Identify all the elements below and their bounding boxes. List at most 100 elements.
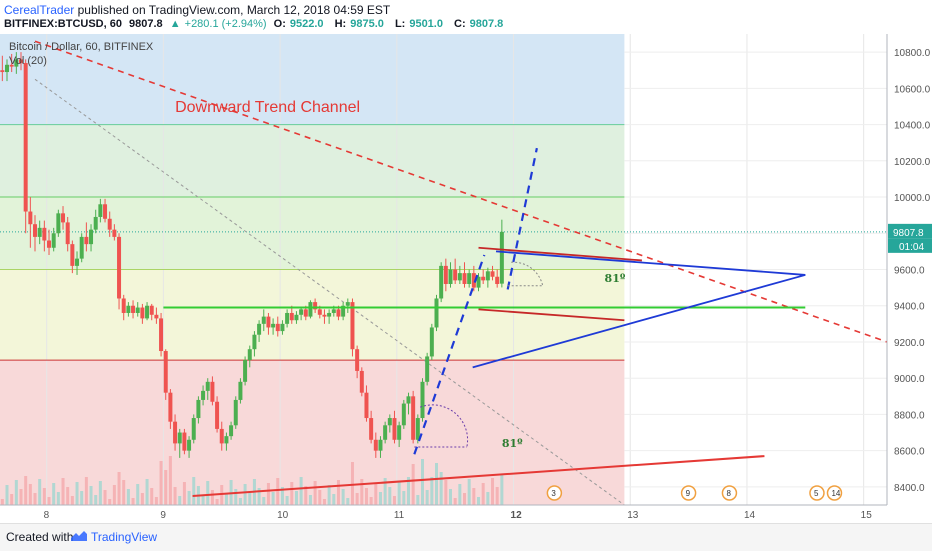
candle-body[interactable] bbox=[271, 323, 276, 328]
candle-body[interactable] bbox=[257, 323, 262, 335]
candle-body[interactable] bbox=[294, 314, 299, 321]
candle-body[interactable] bbox=[439, 265, 444, 299]
candle-body[interactable] bbox=[56, 213, 61, 234]
candle-body[interactable] bbox=[462, 273, 467, 284]
triangle-upper-red-line[interactable] bbox=[478, 246, 642, 262]
candle-body[interactable] bbox=[61, 213, 66, 223]
candle-body[interactable] bbox=[289, 312, 294, 321]
candle-body[interactable] bbox=[369, 418, 374, 440]
author-link[interactable]: CerealTrader bbox=[4, 3, 75, 17]
candle-body[interactable] bbox=[252, 334, 257, 350]
economic-event-icon[interactable] bbox=[680, 485, 697, 501]
candle-body[interactable] bbox=[33, 224, 38, 237]
candle-body[interactable] bbox=[14, 59, 19, 67]
candle-body[interactable] bbox=[495, 276, 500, 284]
economic-event-icon[interactable] bbox=[809, 485, 825, 501]
candle-body[interactable] bbox=[103, 204, 108, 219]
candle-body[interactable] bbox=[140, 307, 145, 319]
candle-body[interactable] bbox=[0, 70, 5, 73]
tradingview-brand[interactable]: TradingView bbox=[91, 530, 158, 544]
candle-body[interactable] bbox=[443, 265, 448, 284]
candle-body[interactable] bbox=[411, 396, 416, 440]
blue-dashed-projection-line[interactable] bbox=[506, 147, 538, 290]
candle-body[interactable] bbox=[191, 418, 196, 440]
candle-body[interactable] bbox=[210, 381, 215, 402]
candle-body[interactable] bbox=[420, 381, 425, 419]
candle-body[interactable] bbox=[387, 418, 392, 426]
candle-body[interactable] bbox=[247, 349, 252, 361]
candle-body[interactable] bbox=[23, 62, 28, 212]
candle-body[interactable] bbox=[457, 273, 462, 281]
price-chart[interactable]: 81º 81º Downward Trend Channel Bitcoin / Do… bbox=[0, 0, 932, 523]
blue-triangle-projection[interactable] bbox=[472, 250, 806, 369]
candle-body[interactable] bbox=[266, 316, 271, 328]
candle-body[interactable] bbox=[345, 302, 350, 306]
economic-event-icon[interactable] bbox=[826, 485, 843, 501]
candle-body[interactable] bbox=[243, 360, 248, 382]
candle-body[interactable] bbox=[89, 229, 94, 245]
candle-body[interactable] bbox=[355, 349, 360, 371]
candle-body[interactable] bbox=[182, 432, 187, 451]
candle-body[interactable] bbox=[406, 396, 411, 404]
candle-body[interactable] bbox=[187, 439, 192, 451]
candle-body[interactable] bbox=[383, 425, 388, 440]
candle-body[interactable] bbox=[135, 307, 140, 313]
candle-body[interactable] bbox=[490, 271, 495, 277]
candle-body[interactable] bbox=[149, 305, 154, 315]
blue-dashed-breakout-line[interactable] bbox=[413, 254, 486, 455]
candle-body[interactable] bbox=[131, 305, 136, 313]
candle-body[interactable] bbox=[9, 64, 14, 67]
candle-body[interactable] bbox=[154, 314, 159, 319]
candle-body[interactable] bbox=[261, 316, 266, 324]
candle-body[interactable] bbox=[5, 64, 10, 73]
economic-event-icon[interactable] bbox=[546, 485, 563, 501]
candle-body[interactable] bbox=[401, 403, 406, 426]
candle-body[interactable] bbox=[327, 312, 332, 317]
candle-body[interactable] bbox=[275, 323, 280, 332]
candle-body[interactable] bbox=[121, 298, 126, 313]
candle-body[interactable] bbox=[75, 258, 80, 266]
candle-body[interactable] bbox=[28, 211, 33, 225]
candle-body[interactable] bbox=[196, 399, 201, 419]
candle-body[interactable] bbox=[280, 323, 285, 332]
candle-body[interactable] bbox=[51, 233, 56, 248]
candle-body[interactable] bbox=[429, 327, 434, 357]
candle-body[interactable] bbox=[205, 381, 210, 391]
triangle-lower-red-line[interactable] bbox=[478, 308, 625, 322]
candle-body[interactable] bbox=[285, 312, 290, 324]
candle-body[interactable] bbox=[448, 269, 453, 284]
candle-body[interactable] bbox=[145, 305, 150, 319]
candle-body[interactable] bbox=[481, 276, 486, 281]
candle-body[interactable] bbox=[42, 227, 47, 241]
candle-body[interactable] bbox=[219, 428, 224, 444]
candle-body[interactable] bbox=[112, 229, 117, 237]
candle-body[interactable] bbox=[317, 309, 322, 315]
candle-body[interactable] bbox=[322, 314, 327, 317]
candle-body[interactable] bbox=[163, 351, 168, 393]
candle-body[interactable] bbox=[37, 227, 42, 237]
candle-body[interactable] bbox=[117, 236, 122, 299]
candle-body[interactable] bbox=[107, 218, 112, 230]
candle-body[interactable] bbox=[359, 370, 364, 393]
candle-body[interactable] bbox=[331, 309, 336, 313]
candle-body[interactable] bbox=[299, 309, 304, 315]
candle-body[interactable] bbox=[341, 305, 346, 317]
candle-body[interactable] bbox=[79, 236, 84, 259]
candle-body[interactable] bbox=[159, 318, 164, 352]
candle-body[interactable] bbox=[397, 425, 402, 440]
candle-body[interactable] bbox=[224, 436, 229, 444]
candle-body[interactable] bbox=[47, 240, 52, 248]
candle-body[interactable] bbox=[238, 381, 243, 400]
candle-body[interactable] bbox=[215, 401, 220, 429]
candle-body[interactable] bbox=[392, 418, 397, 440]
candle-body[interactable] bbox=[93, 216, 98, 230]
candle-body[interactable] bbox=[434, 298, 439, 328]
candle-body[interactable] bbox=[98, 204, 103, 217]
candle-body[interactable] bbox=[415, 418, 420, 440]
candle-body[interactable] bbox=[201, 390, 206, 400]
candle-body[interactable] bbox=[65, 222, 70, 245]
candle-body[interactable] bbox=[471, 273, 476, 288]
candle-body[interactable] bbox=[84, 236, 89, 245]
candle-body[interactable] bbox=[350, 302, 355, 350]
candle-body[interactable] bbox=[173, 421, 178, 444]
